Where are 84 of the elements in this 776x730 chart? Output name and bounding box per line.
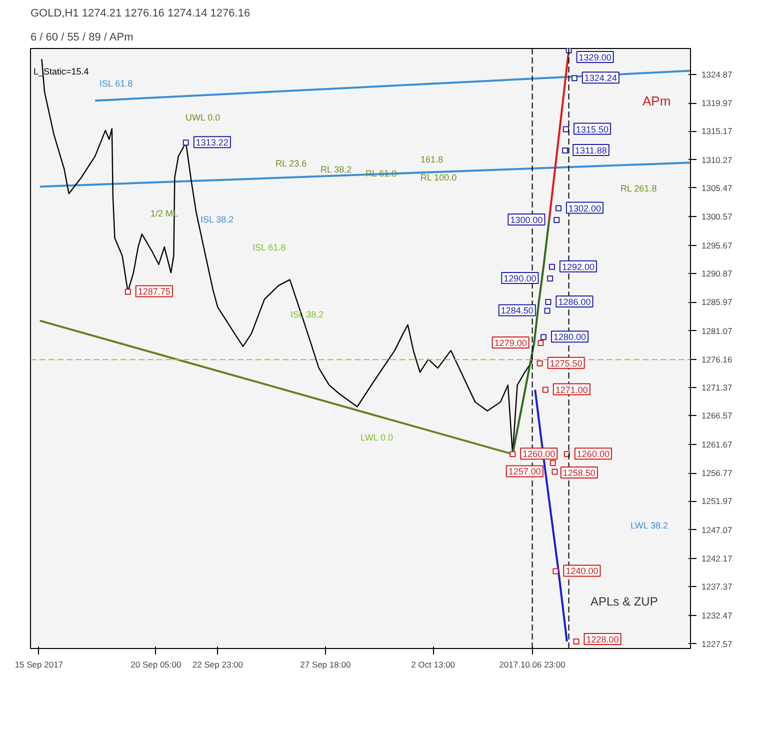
y-tick-label: 1290.87: [702, 268, 732, 278]
annotation: RL 261.8: [620, 184, 657, 194]
annotation: RL 23.6: [276, 158, 307, 168]
data-label: 1290.00: [504, 274, 536, 284]
point: [573, 638, 580, 644]
y-tick-label: 1285.97: [702, 297, 732, 308]
annotation: ISL 61.8: [252, 242, 286, 252]
data-label: 1292.00: [562, 262, 594, 272]
y-tick-label: 1319.97: [702, 98, 732, 108]
y-tick-label: 1315.17: [702, 126, 732, 136]
y-tick-label: 1271.37: [702, 382, 732, 393]
data-label: 1286.00: [558, 296, 591, 307]
point: [545, 298, 552, 305]
y-tick-label: 1310.27: [702, 154, 732, 165]
data-label: 1279.00: [494, 338, 527, 348]
data-label: 1287.75: [138, 286, 170, 297]
point: [510, 451, 516, 458]
point: [547, 276, 554, 282]
annotation: APLs & ZUP: [590, 594, 658, 608]
annotation: 161.8: [420, 154, 444, 164]
y-tick-label: 1261.67: [702, 439, 732, 450]
y-tick-label: 1300.57: [702, 212, 732, 222]
point: [571, 75, 578, 82]
y-tick-label: 1305.47: [702, 182, 732, 193]
point: [538, 340, 544, 346]
point: [552, 468, 558, 475]
y-tick-label: 1256.77: [702, 468, 732, 478]
point: [548, 264, 555, 270]
point: [562, 147, 568, 154]
data-label: 1280.00: [554, 332, 586, 342]
data-label: 1302.00: [568, 203, 602, 214]
point: [550, 460, 556, 466]
point: [556, 205, 562, 212]
point: [562, 126, 569, 132]
x-tick-label: 15 Sep 2017: [14, 660, 64, 670]
y-tick-label: 1324.87: [702, 69, 732, 80]
y-tick-label: 1276.16: [702, 354, 732, 365]
data-label: 1257.00: [508, 466, 541, 477]
x-tick-label: 20 Sep 05:00: [130, 660, 182, 670]
annotation: LWL 38.2: [630, 520, 668, 530]
x-tick-label: 2017.10.06 23:00: [499, 660, 566, 670]
y-tick-label: 1227.57: [702, 638, 732, 649]
y-tick-label: 1232.47: [702, 610, 732, 620]
annotation: UWL 0.0: [186, 112, 220, 122]
annotation: RL 100.0: [420, 172, 457, 182]
data-label: 1258.50: [562, 468, 596, 478]
x-tick-label: 22 Sep 23:00: [192, 660, 244, 670]
data-label: 1311.88: [575, 145, 607, 156]
y-tick-label: 1251.97: [702, 496, 732, 506]
point: [536, 360, 543, 366]
annotation: RL 38.2: [320, 164, 352, 174]
point: [554, 217, 560, 224]
data-label: 1260.00: [576, 449, 610, 460]
data-label: 1313.22: [196, 138, 228, 148]
data-label: 1271.00: [555, 384, 588, 395]
point: [124, 288, 131, 295]
y-tick-label: 1242.17: [702, 554, 732, 564]
data-label: 1315.50: [576, 124, 609, 134]
point: [544, 308, 550, 314]
y-tick-label: 1281.07: [702, 326, 732, 336]
point: [552, 568, 559, 574]
data-label: 1300.00: [510, 215, 543, 226]
data-label: 1228.00: [586, 634, 619, 644]
data-label: 1324.24: [584, 73, 617, 84]
y-tick-label: 1237.37: [702, 582, 732, 592]
point: [540, 334, 547, 340]
annotation: ISL 61.8: [100, 78, 133, 88]
data-label: 1284.50: [500, 306, 534, 316]
chart-subtitle: 6 / 60 / 55 / 89 / APm: [30, 32, 134, 44]
y-tick-label: 1295.67: [702, 240, 732, 250]
x-tick-label: 2 Oct 13:00: [411, 660, 456, 670]
data-label: 1260.00: [522, 449, 556, 460]
annotation: ISL 38.2: [200, 214, 234, 224]
data-label: 1240.00: [566, 566, 598, 576]
annotation: APm: [642, 94, 671, 108]
y-tick-label: 1266.57: [702, 410, 732, 421]
point: [182, 140, 189, 146]
point: [542, 386, 548, 393]
annotation: LWL 0.0: [360, 432, 394, 442]
chart-title: GOLD,H1 1274.21 1276.16 1274.14 1276.16: [30, 8, 250, 20]
x-tick-label: 27 Sep 18:00: [300, 660, 351, 670]
y-tick-label: 1247.07: [702, 524, 732, 535]
data-label: 1329.00: [578, 52, 612, 62]
data-label: 1275.50: [550, 358, 582, 368]
